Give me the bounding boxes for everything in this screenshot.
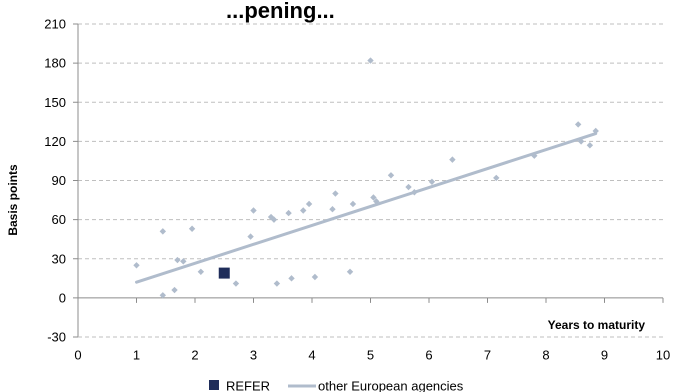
agency-point: [247, 233, 254, 240]
agency-point: [373, 198, 380, 205]
agency-point: [285, 209, 292, 217]
legend: REFER other European agencies: [209, 379, 464, 392]
y-tick-label: 150: [44, 95, 66, 110]
agency-point: [180, 258, 187, 265]
agency-point: [232, 280, 240, 287]
agency-point: [592, 127, 599, 135]
x-tick-label: 7: [484, 348, 491, 363]
legend-refer-label: REFER: [226, 379, 270, 392]
agency-point: [159, 228, 167, 235]
agency-point: [493, 174, 500, 182]
y-tick-label: 90: [52, 173, 66, 188]
agency-point: [133, 262, 140, 269]
agency-point: [250, 207, 257, 214]
x-tick-label: 3: [250, 348, 257, 363]
agency-point: [270, 216, 278, 223]
trendline: [135, 132, 598, 284]
x-tick-label: 1: [133, 348, 140, 363]
y-axis-ticks: -30 0 30 60 90 120 150 180 210: [44, 17, 66, 345]
gridlines: [73, 23, 664, 338]
agency-point: [428, 178, 436, 186]
x-tick-label: 2: [191, 348, 198, 363]
agency-point: [405, 183, 412, 191]
agency-point: [267, 213, 275, 221]
agency-point: [159, 292, 167, 299]
x-tick-label: 4: [308, 348, 315, 363]
agency-point: [332, 190, 339, 197]
agency-point: [574, 121, 582, 128]
agency-point: [349, 200, 357, 208]
y-axis-title: Basis points: [6, 164, 20, 236]
agency-point: [346, 268, 354, 275]
agency-point: [300, 207, 307, 214]
y-tick-label: 30: [52, 251, 66, 266]
x-tick-label: 6: [425, 348, 432, 363]
refer-point: [218, 267, 230, 279]
x-tick-label: 5: [367, 348, 374, 363]
y-tick-label: 0: [59, 290, 66, 305]
agency-point: [586, 142, 594, 149]
y-tick-label: 210: [44, 17, 66, 32]
x-axis-title: Years to maturity: [548, 318, 646, 332]
agency-point: [197, 268, 205, 275]
agency-point: [311, 273, 319, 281]
agency-point: [273, 280, 281, 287]
agency-point: [171, 286, 178, 294]
agency-point: [288, 275, 295, 282]
agency-point: [329, 205, 336, 213]
agency-point: [531, 152, 538, 159]
legend-other-label: other European agencies: [318, 379, 464, 392]
agency-point: [370, 194, 377, 201]
y-tick-label: 120: [44, 134, 66, 149]
y-tick-label: 180: [44, 56, 66, 71]
y-tick-label: 60: [52, 212, 66, 227]
y-tick-label: -30: [47, 330, 66, 345]
legend-refer-swatch: [209, 380, 219, 390]
x-tick-label: 10: [656, 348, 670, 363]
data-points: [133, 57, 599, 299]
agency-point: [411, 189, 418, 196]
agency-point: [449, 156, 456, 163]
x-tick-label: 8: [542, 348, 549, 363]
agency-point: [387, 172, 395, 179]
x-axis-ticks: 0 1 2 3 4 5 6 7 8 9 10: [74, 348, 670, 363]
x-tick-label: 0: [74, 348, 81, 363]
x-tick-label: 9: [601, 348, 608, 363]
agency-point: [174, 256, 181, 264]
agency-point: [188, 225, 196, 232]
trendline-layer: [135, 132, 598, 284]
agency-point: [577, 138, 585, 145]
agency-point: [367, 57, 374, 64]
agency-point: [305, 200, 313, 208]
chart-title: ...pening...: [226, 0, 335, 23]
